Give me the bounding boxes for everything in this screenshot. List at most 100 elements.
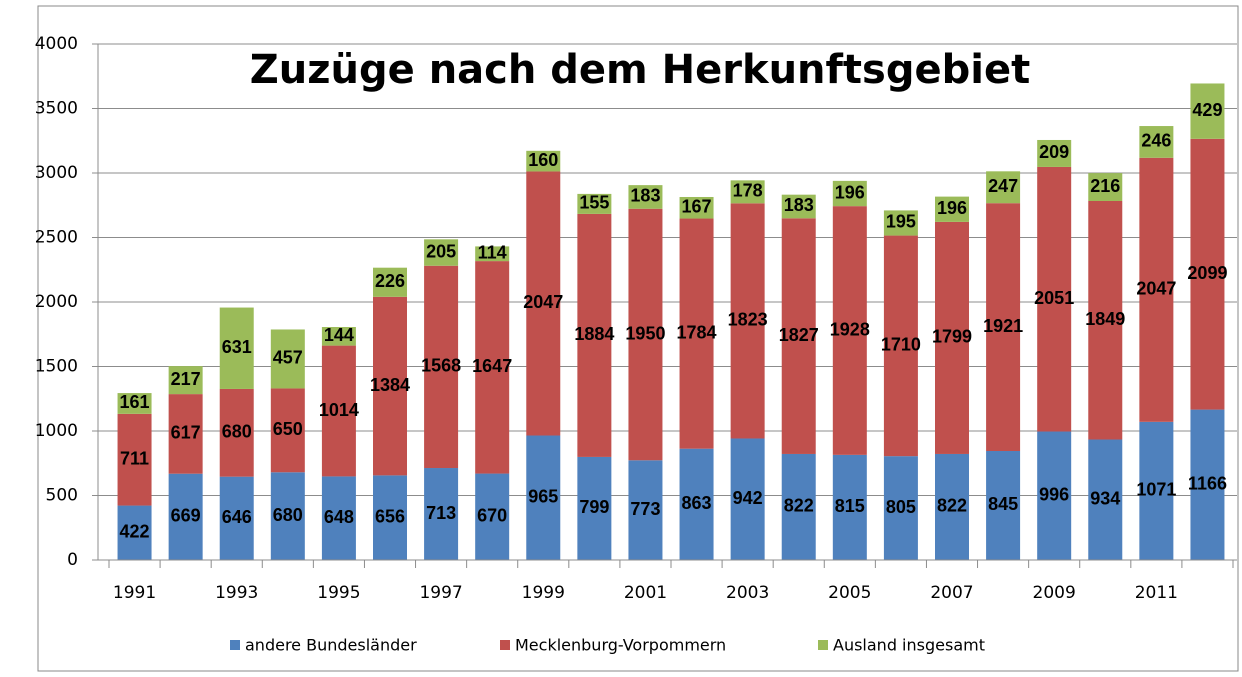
bar-segment	[475, 246, 510, 262]
bar-segment	[986, 203, 1021, 451]
data-label: 815	[835, 496, 865, 516]
data-label: 650	[273, 419, 303, 439]
bar-segment	[424, 265, 459, 469]
bar-segment	[832, 454, 867, 560]
data-label: 631	[222, 337, 252, 357]
data-label: 144	[324, 325, 354, 345]
bar-segment	[270, 388, 305, 473]
bar-segment	[526, 150, 561, 172]
data-label: 845	[988, 494, 1018, 514]
bar-segment	[935, 221, 969, 454]
bar-segment	[117, 393, 152, 414]
y-tick-label: 1000	[35, 421, 78, 441]
data-label: 196	[835, 182, 865, 202]
data-label: 217	[171, 369, 201, 389]
bar-segment	[117, 505, 152, 560]
data-label: 1071	[1136, 480, 1176, 500]
bar-segment	[1190, 409, 1225, 560]
data-label: 1921	[983, 316, 1023, 336]
bar-segment	[526, 171, 561, 436]
bar-segment	[679, 218, 714, 449]
bar-segment	[1037, 166, 1072, 432]
data-label: 155	[579, 193, 609, 213]
bar-segment	[730, 438, 765, 560]
bar-segment	[373, 296, 407, 476]
bar-segment	[321, 476, 356, 560]
data-label: 1784	[677, 322, 717, 342]
bar-segment	[730, 203, 765, 439]
legend-label: Mecklenburg-Vorpommern	[515, 636, 726, 655]
data-label: 711	[120, 448, 149, 468]
data-label: 178	[733, 181, 763, 201]
bar-segment	[832, 206, 867, 455]
data-label: 713	[426, 503, 456, 523]
bar-segment	[321, 327, 356, 346]
data-label: 1799	[932, 327, 972, 347]
bar-segment	[935, 196, 969, 222]
bar-segment	[986, 450, 1021, 560]
x-tick-label: 2009	[1033, 583, 1076, 603]
bar-segment	[781, 218, 816, 454]
bar-segment	[1037, 431, 1072, 560]
x-tick-label: 2005	[828, 583, 871, 603]
data-label: 246	[1141, 131, 1171, 151]
data-label: 1849	[1085, 309, 1125, 329]
data-label: 2099	[1187, 263, 1227, 283]
bar-segment	[1088, 173, 1123, 201]
data-label: 1827	[779, 325, 819, 345]
data-label: 822	[784, 496, 814, 516]
y-tick-label: 4000	[35, 34, 78, 54]
bar-segment	[883, 456, 918, 560]
bar-segment	[781, 194, 816, 219]
x-tick-label: 2007	[930, 583, 973, 603]
data-label: 656	[375, 506, 405, 526]
data-label: 680	[273, 505, 303, 525]
bar-segment	[628, 208, 663, 461]
bar-segment	[270, 329, 305, 389]
bar-segment	[1037, 139, 1072, 167]
data-label: 167	[682, 197, 712, 217]
bar-segment	[935, 453, 969, 560]
data-label: 799	[579, 497, 609, 517]
data-label: 1384	[370, 375, 410, 395]
bar-segment	[424, 239, 459, 266]
data-label: 205	[426, 241, 456, 261]
data-label: 617	[171, 423, 201, 443]
bar-segment	[628, 185, 663, 209]
bar-segment	[679, 448, 714, 560]
data-label: 1568	[421, 356, 461, 376]
legend-swatch	[500, 640, 510, 650]
bar-segment	[832, 180, 867, 207]
bar-segment	[424, 468, 459, 560]
bar-segment	[475, 261, 510, 474]
bar-segment	[321, 345, 356, 477]
data-label: 648	[324, 507, 354, 527]
bar-segment	[1139, 126, 1174, 158]
data-label: 965	[528, 487, 558, 507]
data-label: 1014	[319, 400, 359, 420]
bar-segment	[1190, 138, 1225, 410]
data-label: 183	[630, 186, 660, 206]
data-label: 216	[1090, 176, 1120, 196]
data-label: 209	[1039, 142, 1069, 162]
bar-segment	[1088, 439, 1123, 560]
bar-segment	[270, 472, 305, 560]
data-label: 1884	[574, 324, 614, 344]
bar-segment	[1139, 421, 1174, 560]
legend-swatch	[818, 640, 828, 650]
data-label: 670	[477, 506, 507, 526]
y-tick-label: 500	[46, 486, 78, 506]
data-label: 822	[937, 496, 967, 516]
data-label: 805	[886, 497, 916, 517]
bar-segment	[219, 388, 254, 477]
data-label: 183	[784, 195, 814, 215]
bar-segment	[373, 475, 407, 560]
data-label: 161	[120, 392, 150, 412]
legend-label: Ausland insgesamt	[833, 636, 985, 655]
x-tick-label: 1997	[419, 583, 462, 603]
data-label: 422	[120, 522, 150, 542]
data-label: 1647	[472, 356, 512, 376]
data-label: 669	[171, 506, 201, 526]
x-tick-label: 1993	[215, 583, 258, 603]
